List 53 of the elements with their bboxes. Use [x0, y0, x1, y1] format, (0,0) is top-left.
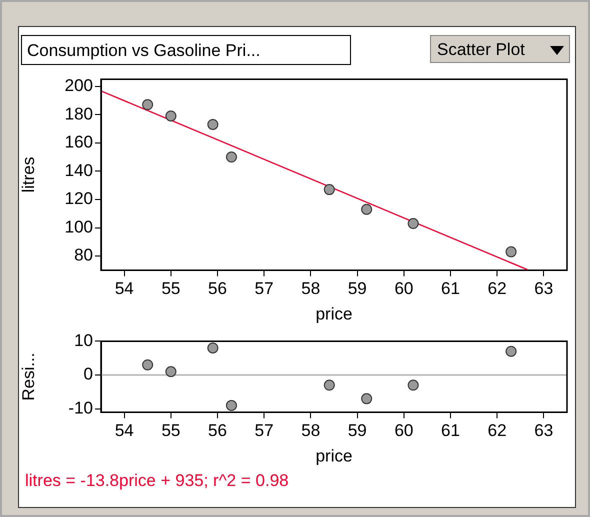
point: [142, 359, 154, 370]
point: [142, 99, 154, 110]
y-tick-label: -10: [68, 398, 93, 418]
x-tick-label: 59: [348, 421, 367, 440]
x-axis-title: price: [316, 304, 352, 324]
point: [506, 346, 517, 357]
point: [408, 218, 419, 230]
y-tick-label: 200: [64, 76, 93, 95]
x-tick-label: 57: [254, 421, 274, 440]
x-tick-label: 63: [534, 421, 554, 440]
point: [408, 380, 419, 391]
point: [226, 400, 237, 411]
y-axis-title: Resi...: [18, 352, 38, 401]
point: [207, 342, 218, 354]
point: [226, 152, 237, 163]
x-tick-label: 58: [301, 279, 320, 298]
x-tick-label: 59: [348, 279, 367, 298]
chart-title: Consumption vs Gasoline Pri...: [21, 35, 351, 65]
text: Scatter Plot: [430, 35, 570, 63]
x-tick-label: 61: [441, 279, 460, 298]
y-tick-label: 100: [64, 217, 93, 236]
x-tick-label: 60: [394, 279, 414, 298]
point: [361, 393, 372, 404]
point: [324, 380, 335, 391]
x-tick-label: 54: [114, 421, 134, 440]
y-tick-label: 10: [74, 330, 93, 350]
x-tick-label: 61: [441, 421, 460, 440]
x-tick-label: 63: [534, 279, 554, 298]
point: [165, 110, 176, 122]
x-tick-label: 57: [254, 279, 274, 298]
point: [506, 246, 517, 258]
x-tick-label: 55: [161, 279, 180, 298]
y-tick-label: 0: [84, 364, 93, 384]
y-tick-label: 80: [74, 246, 93, 265]
point: [324, 184, 335, 196]
point: [207, 118, 218, 130]
x-tick-label: 62: [488, 279, 507, 298]
x-tick-label: 56: [208, 421, 227, 440]
point: [361, 204, 372, 215]
y-tick-label: 140: [64, 160, 93, 180]
y-tick-label: 120: [64, 189, 93, 208]
y-axis-title: litres: [18, 156, 38, 193]
x-tick-label: 62: [488, 421, 507, 440]
x-axis-title: price: [316, 446, 352, 466]
y-tick-label: 160: [64, 132, 93, 152]
x-tick-label: 55: [161, 421, 180, 440]
x-tick-label: 56: [208, 279, 227, 298]
x-tick-label: 60: [394, 421, 414, 440]
y-tick-label: 180: [64, 104, 93, 124]
x-tick-label: 58: [301, 421, 320, 440]
text: litres = -13.8price + 935; r^2 = 0.98: [24, 471, 290, 491]
x-tick-label: 54: [114, 279, 134, 298]
point: [165, 366, 176, 378]
